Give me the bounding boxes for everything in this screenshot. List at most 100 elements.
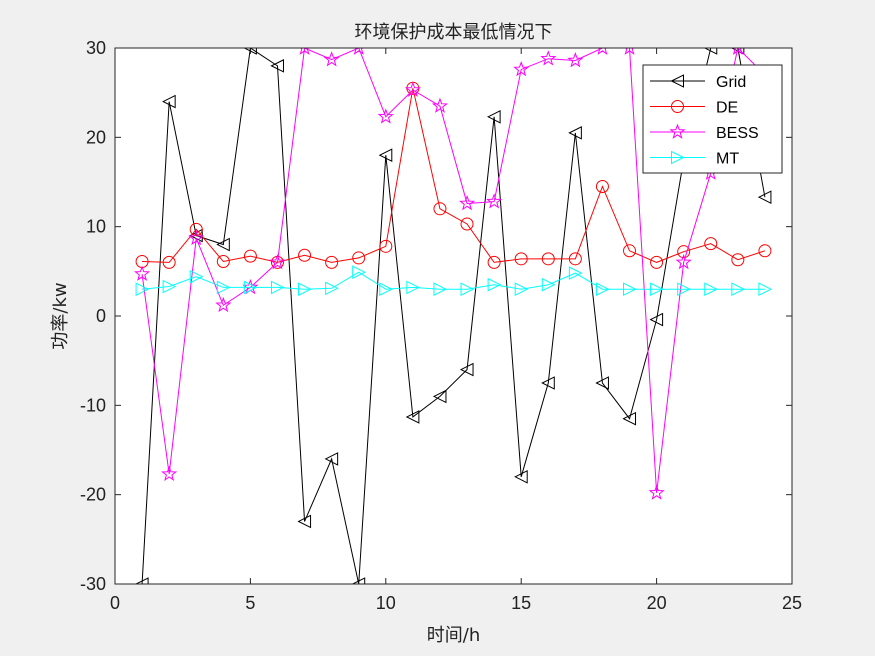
data-point-de — [704, 237, 718, 251]
y-axis-label: 功率/kw — [50, 282, 71, 349]
data-point-grid — [757, 190, 772, 204]
data-point-de — [433, 202, 447, 216]
data-point-de — [379, 239, 393, 253]
data-point-bess — [353, 48, 364, 55]
data-point-mt — [352, 265, 366, 280]
y-tick-label: 0 — [96, 306, 106, 326]
data-point-de — [216, 255, 230, 269]
data-point-mt — [216, 280, 231, 295]
data-point-de — [460, 217, 474, 231]
y-tick-label: -10 — [80, 395, 106, 415]
data-point-grid — [405, 410, 420, 424]
x-tick-label: 0 — [110, 593, 120, 613]
data-point-grid — [487, 109, 501, 124]
data-point-de — [595, 179, 609, 193]
data-point-mt — [758, 282, 773, 297]
series-grid — [134, 48, 772, 584]
data-point-bess — [269, 253, 286, 270]
data-point-grid — [378, 148, 393, 163]
legend: Grid DE BESS MT — [642, 64, 783, 174]
data-point-mt — [460, 282, 475, 297]
data-point-grid — [297, 514, 312, 529]
data-point-de — [568, 252, 582, 266]
data-point-de — [731, 253, 745, 267]
data-point-mt — [270, 280, 285, 295]
data-point-bess — [513, 60, 530, 77]
data-point-bess — [299, 48, 310, 55]
data-point-mt — [379, 282, 393, 297]
data-point-de — [541, 252, 555, 266]
data-point-mt — [568, 266, 583, 280]
data-point-bess — [134, 265, 151, 281]
data-point-de — [623, 244, 637, 258]
legend-label-de: DE — [716, 100, 738, 117]
data-point-bess — [188, 229, 205, 246]
data-point-grid — [243, 48, 257, 55]
data-point-grid — [270, 59, 284, 73]
data-point-mt — [487, 277, 502, 292]
data-point-mt — [189, 269, 204, 284]
data-point-grid — [622, 411, 637, 426]
data-point-de — [677, 245, 691, 259]
data-point-bess — [597, 48, 608, 55]
data-point-mt — [677, 282, 691, 297]
data-point-grid — [703, 48, 718, 55]
series-line-grid — [141, 48, 766, 584]
data-point-grid — [568, 126, 582, 140]
data-point-bess — [732, 48, 743, 55]
y-tick-label: 30 — [86, 38, 106, 58]
data-point-de — [758, 244, 772, 258]
y-tick-label: 20 — [86, 127, 106, 147]
data-point-bess — [540, 50, 557, 66]
series-line-mt — [142, 271, 765, 290]
y-tick-label: 10 — [86, 217, 106, 237]
plot-frame — [114, 47, 793, 585]
data-point-grid — [541, 376, 555, 390]
x-tick-label: 20 — [647, 593, 667, 613]
data-point-bess — [624, 48, 635, 55]
data-point-de — [514, 252, 528, 266]
chart-title: 环境保护成本最低情况下 — [355, 22, 553, 43]
legend-label-bess: BESS — [716, 125, 759, 142]
data-point-de — [243, 249, 257, 263]
data-point-bess — [377, 108, 394, 124]
legend-marker-grid — [670, 74, 684, 88]
data-point-bess — [323, 51, 340, 67]
data-point-mt — [704, 282, 718, 297]
series-line-bess — [141, 48, 766, 493]
x-tick-label: 25 — [782, 593, 802, 613]
legend-marker-bess — [669, 123, 686, 139]
data-point-bess — [675, 253, 692, 270]
data-point-de — [325, 255, 339, 269]
data-point-de — [352, 251, 366, 265]
data-point-mt — [731, 282, 745, 297]
x-tick-label: 5 — [245, 593, 255, 613]
data-point-grid — [514, 469, 528, 484]
data-point-mt — [325, 281, 339, 296]
y-tick-label: -20 — [80, 485, 106, 505]
series-mt — [135, 265, 773, 297]
axis-ticks: 0 5 10 15 20 25 -30 -20 -10 0 10 20 30 — [80, 38, 802, 613]
series-group — [134, 48, 773, 584]
data-point-de — [298, 248, 312, 262]
data-point-bess — [161, 465, 178, 481]
data-point-mt — [162, 279, 177, 294]
y-tick-label: -30 — [80, 574, 106, 594]
x-axis-label: 时间/h — [427, 625, 480, 646]
legend-box — [642, 64, 783, 174]
data-point-grid — [432, 389, 447, 404]
data-point-mt — [650, 282, 664, 297]
data-point-bess — [567, 52, 584, 68]
data-point-mt — [595, 282, 610, 297]
data-point-bess — [458, 194, 476, 211]
data-point-de — [487, 255, 501, 269]
data-point-bess — [431, 97, 449, 113]
data-point-grid — [134, 577, 149, 584]
data-point-mt — [243, 280, 258, 295]
legend-marker-de — [671, 100, 684, 113]
x-tick-label: 10 — [376, 593, 396, 613]
x-tick-label: 15 — [511, 593, 531, 613]
data-point-mt — [514, 282, 529, 297]
data-point-grid — [595, 376, 609, 390]
